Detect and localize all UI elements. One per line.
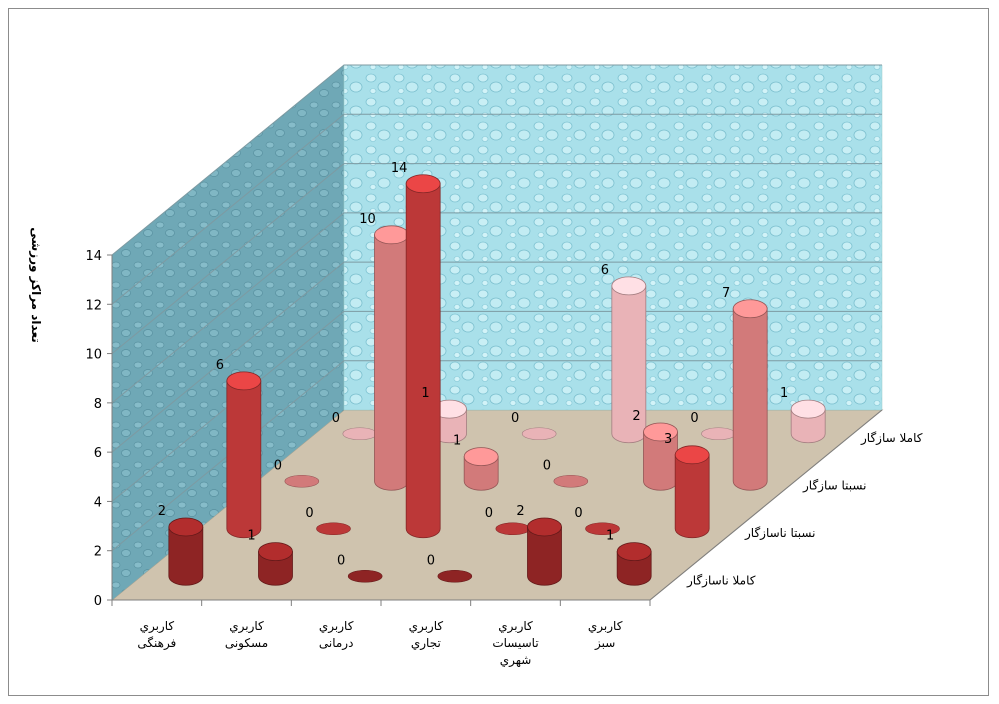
x-category-label: كاربري سبز xyxy=(588,619,623,651)
bar-zero-disc xyxy=(495,522,531,536)
data-label: 0 xyxy=(427,553,435,568)
data-label: 7 xyxy=(722,286,730,301)
depth-axis-line xyxy=(649,409,883,601)
bar-body xyxy=(258,551,293,586)
bar-top xyxy=(732,299,768,319)
depth-series-label: نسبتا ناسازگار xyxy=(744,526,815,541)
data-label: 0 xyxy=(690,411,698,426)
data-label: 0 xyxy=(485,506,493,521)
bar-body xyxy=(674,454,710,539)
bar-top xyxy=(527,517,562,537)
bar-body xyxy=(527,526,562,586)
depth-series-label: کاملا ناسازگار xyxy=(686,573,756,588)
data-label: 1 xyxy=(421,386,429,401)
bar-top xyxy=(258,542,293,562)
y-axis-title: تعداد مراکز ورزشی xyxy=(28,227,43,343)
bar-body xyxy=(374,234,409,491)
bar-body xyxy=(611,285,647,444)
bar-top xyxy=(790,399,826,419)
bar-zero-disc xyxy=(347,569,383,583)
data-label: 0 xyxy=(511,411,519,426)
x-category-label: كاربري مسكونی xyxy=(225,619,268,651)
bar-body xyxy=(168,526,204,586)
data-label: 6 xyxy=(601,263,609,278)
data-label: 10 xyxy=(359,212,376,227)
data-label: 1 xyxy=(453,434,461,449)
bar-top xyxy=(374,225,409,245)
bar-zero-disc xyxy=(553,474,589,488)
x-category-label: كاربري فرهنگی xyxy=(137,619,176,651)
data-label: 2 xyxy=(516,504,524,519)
depth-series-label: کاملا سازگار xyxy=(860,431,923,446)
y-tick-label: 6 xyxy=(94,446,102,461)
bar-top xyxy=(674,445,710,465)
bar-zero-disc xyxy=(701,427,736,441)
chart-bars xyxy=(168,174,826,586)
bar-body xyxy=(463,456,499,491)
y-tick-label: 12 xyxy=(85,298,102,313)
x-category-label: كاربري تجاري xyxy=(409,619,444,651)
gridline xyxy=(111,212,882,404)
bar-body xyxy=(790,408,826,444)
bar-zero-disc xyxy=(284,474,320,488)
bar-zero-disc xyxy=(585,522,620,536)
x-category-label: كاربري تاسيسات شهري xyxy=(492,619,538,668)
y-tick-label: 14 xyxy=(85,249,102,264)
depth-series-label: نسبتا سازگار xyxy=(802,478,866,493)
data-label: 0 xyxy=(274,458,282,473)
data-label: 0 xyxy=(337,553,345,568)
bar-top xyxy=(168,517,204,537)
data-label: 0 xyxy=(305,506,313,521)
data-label: 3 xyxy=(664,432,672,447)
bar-top xyxy=(226,371,262,391)
y-tick-label: 10 xyxy=(85,348,102,363)
data-label: 14 xyxy=(391,161,408,176)
x-category-label: كاربري درمانی xyxy=(319,619,354,651)
data-label: 0 xyxy=(543,458,551,473)
bar-body xyxy=(405,183,441,539)
y-tick-label: 8 xyxy=(94,397,102,412)
bar-top xyxy=(611,276,647,296)
bar-body xyxy=(616,551,652,586)
bar-top xyxy=(643,422,678,442)
gridline xyxy=(111,163,882,354)
bar-zero-disc xyxy=(437,569,473,583)
gridline xyxy=(111,64,882,256)
bar-zero-disc xyxy=(316,522,351,536)
data-label: 2 xyxy=(158,504,166,519)
bar-top xyxy=(405,174,441,194)
data-label: 0 xyxy=(574,506,582,521)
gridline xyxy=(111,261,882,453)
y-tick-label: 0 xyxy=(94,594,102,609)
gridline xyxy=(111,360,882,552)
bar-body xyxy=(732,308,768,491)
data-label: 1 xyxy=(780,386,788,401)
bar-top xyxy=(463,447,499,467)
data-label: 6 xyxy=(216,358,224,373)
bar-zero-disc xyxy=(521,427,557,441)
gridline xyxy=(111,113,882,305)
bar-body xyxy=(226,380,262,539)
data-label: 1 xyxy=(247,529,255,544)
bar-top xyxy=(616,542,652,562)
bar-zero-disc xyxy=(342,427,378,441)
gridline xyxy=(111,310,882,502)
data-label: 0 xyxy=(332,411,340,426)
data-label: 1 xyxy=(606,529,614,544)
y-tick-label: 4 xyxy=(94,495,102,510)
data-label: 2 xyxy=(632,409,640,424)
y-tick-label: 2 xyxy=(94,545,102,560)
